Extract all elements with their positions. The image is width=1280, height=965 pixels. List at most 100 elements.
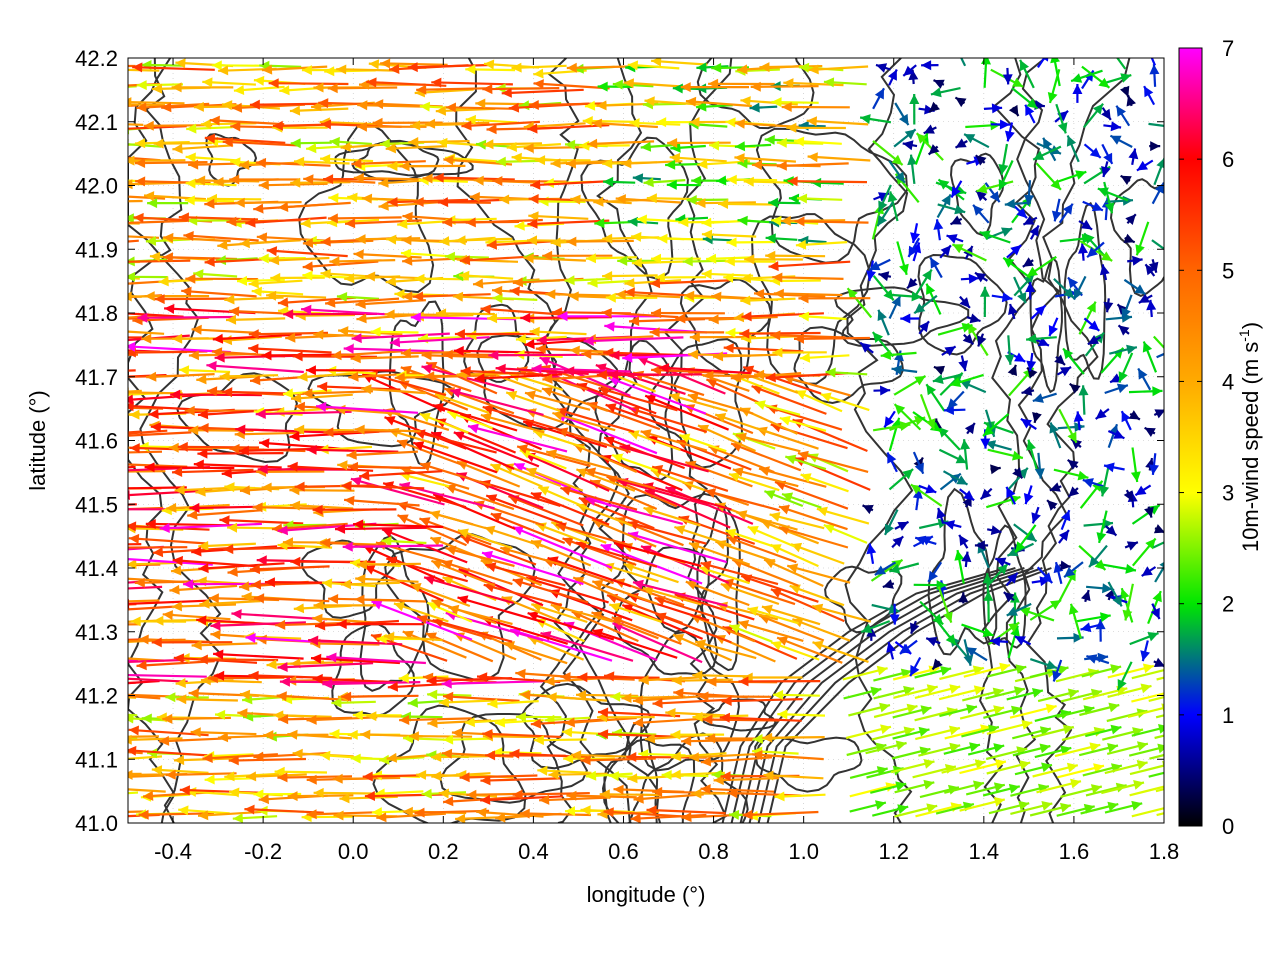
- wind-arrow-head: [1032, 688, 1043, 698]
- wind-arrow-head: [881, 350, 891, 360]
- wind-arrow-head: [79, 218, 89, 228]
- wind-arrow-head: [365, 272, 375, 282]
- wind-arrow-head: [878, 271, 889, 281]
- wind-arrow: [1086, 583, 1112, 593]
- contour-line: [1111, 179, 1181, 296]
- wind-arrow-head: [431, 771, 441, 781]
- wind-arrow: [1032, 412, 1042, 423]
- wind-arrow-head: [1161, 703, 1172, 713]
- wind-arrow-head: [85, 270, 95, 280]
- wind-arrow-head: [879, 703, 890, 713]
- wind-arrow: [1128, 149, 1138, 165]
- wind-arrow-head: [291, 138, 301, 148]
- wind-arrow-head: [111, 390, 121, 400]
- wind-arrow: [1033, 393, 1057, 403]
- wind-arrow-head: [947, 234, 958, 244]
- wind-arrow-head: [416, 770, 426, 780]
- wind-arrow-head: [68, 586, 78, 596]
- wind-arrow-head: [98, 467, 108, 477]
- wind-arrow-head: [813, 641, 824, 651]
- wind-arrow: [960, 705, 1004, 718]
- wind-arrow-head: [58, 603, 68, 613]
- wind-arrow-head: [80, 412, 90, 422]
- wind-arrow-head: [129, 726, 139, 736]
- wind-arrow: [1145, 428, 1156, 437]
- wind-arrow: [100, 326, 164, 336]
- wind-arrow: [777, 709, 825, 719]
- wind-arrow-shaft: [771, 589, 844, 621]
- wind-arrow-head: [427, 690, 437, 700]
- wind-arrow-shaft: [484, 585, 562, 606]
- wind-arrow-head: [210, 630, 220, 640]
- wind-arrow-head: [1070, 779, 1081, 789]
- wind-arrow: [930, 257, 942, 277]
- wind-arrow: [1054, 170, 1087, 183]
- wind-arrow-shaft: [58, 604, 136, 608]
- wind-arrow-head: [609, 603, 620, 612]
- wind-arrow-head: [58, 637, 68, 647]
- wind-arrow: [1021, 419, 1036, 429]
- wind-arrow-shaft: [105, 606, 183, 611]
- wind-arrow-shaft: [442, 681, 543, 684]
- wind-arrow-head: [943, 612, 952, 623]
- wind-arrow-shaft: [113, 432, 191, 436]
- contour-line: [755, 738, 861, 792]
- wind-arrow-head: [1137, 760, 1148, 770]
- wind-arrow-head: [535, 155, 545, 165]
- wind-arrow: [1135, 222, 1148, 255]
- wind-arrow-head: [439, 236, 449, 246]
- wind-arrow-head: [711, 292, 721, 302]
- wind-arrow-head: [513, 277, 523, 287]
- wind-arrow-shaft: [344, 500, 420, 506]
- wind-arrow: [936, 620, 956, 645]
- wind-arrow: [1026, 440, 1037, 471]
- wind-arrow-head: [248, 344, 258, 354]
- wind-arrow-head: [1027, 267, 1038, 277]
- wind-arrow-head: [964, 655, 974, 666]
- wind-arrow: [800, 353, 850, 363]
- wind-arrow-head: [119, 388, 129, 398]
- wind-arrow-head: [727, 175, 737, 185]
- wind-arrow: [1149, 121, 1177, 131]
- wind-arrow-head: [303, 261, 313, 271]
- wind-arrow: [1037, 163, 1061, 190]
- wind-arrow: [1128, 703, 1172, 717]
- wind-arrow: [1008, 365, 1017, 376]
- wind-arrow-head: [1052, 211, 1062, 222]
- wind-arrow: [947, 392, 963, 409]
- wind-arrow: [860, 114, 891, 124]
- wind-arrow-head: [1012, 451, 1023, 461]
- wind-arrow-head: [606, 293, 616, 303]
- wind-arrow-head: [542, 387, 553, 397]
- wind-arrow-head: [656, 117, 666, 127]
- wind-arrow: [91, 142, 140, 152]
- wind-arrow-head: [186, 153, 196, 163]
- wind-arrow-head: [153, 547, 163, 557]
- wind-arrow-head: [909, 94, 919, 104]
- wind-arrow-head: [990, 464, 1001, 474]
- wind-arrow-head: [118, 139, 128, 149]
- wind-arrow: [894, 376, 925, 395]
- wind-arrow-head: [566, 237, 576, 247]
- wind-arrow-head: [779, 505, 790, 515]
- wind-arrow-head: [1140, 650, 1150, 661]
- wind-arrow-head: [1096, 409, 1107, 419]
- wind-arrow-shaft: [145, 467, 235, 468]
- wind-arrow-head: [61, 103, 71, 113]
- wind-arrow: [973, 205, 989, 223]
- wind-arrow-head: [692, 670, 702, 680]
- wind-arrow: [718, 199, 774, 209]
- wind-arrow: [824, 524, 867, 543]
- wind-arrow-head: [786, 123, 796, 133]
- wind-arrow-head: [468, 424, 479, 434]
- wind-arrow: [1129, 744, 1168, 756]
- wind-arrow-head: [709, 314, 719, 324]
- wind-arrow-head: [251, 580, 261, 590]
- wind-arrow: [808, 152, 871, 162]
- wind-arrow: [887, 453, 897, 472]
- wind-arrow-shaft: [98, 471, 165, 472]
- wind-arrow-head: [1168, 347, 1179, 356]
- wind-arrow-head: [164, 304, 174, 314]
